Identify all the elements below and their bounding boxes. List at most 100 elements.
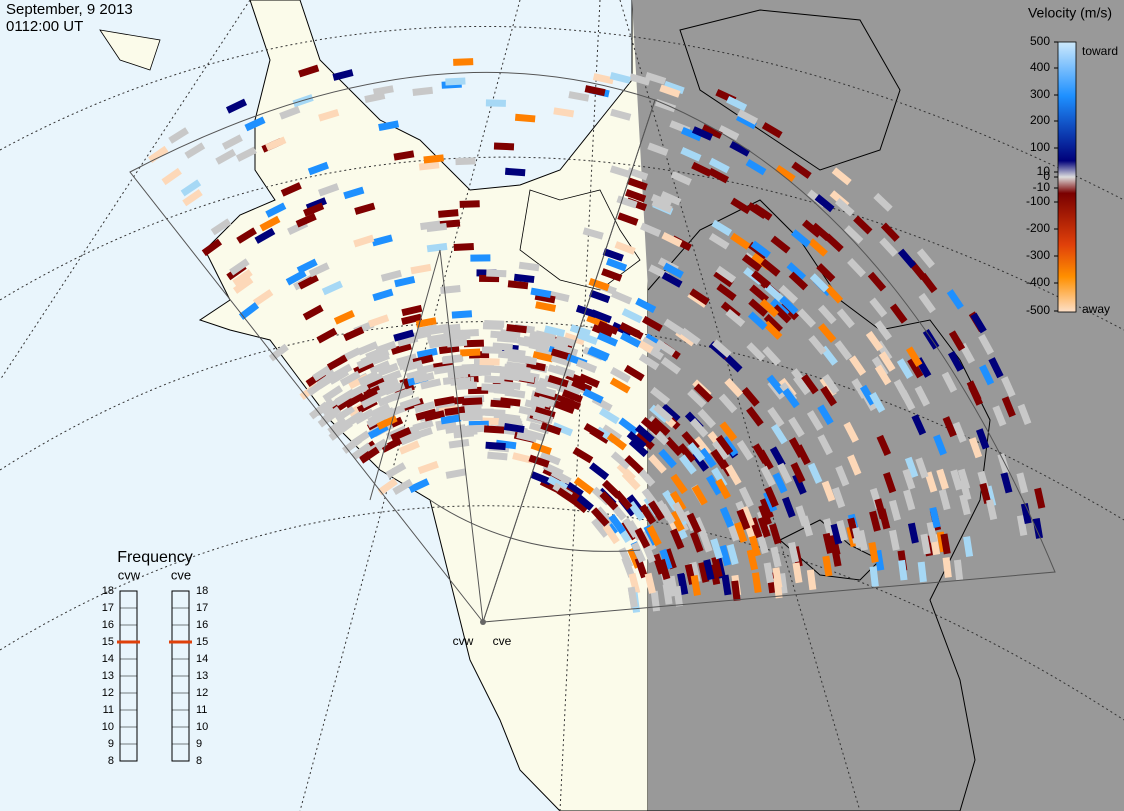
frequency-tick-label: 16 (102, 619, 114, 631)
radar-cell (737, 109, 759, 125)
radar-cell (401, 313, 423, 326)
radar-cell (817, 434, 833, 456)
radar-cell (343, 186, 365, 200)
radar-cell (772, 304, 792, 324)
radar-cell (638, 353, 660, 371)
radar-cell (516, 431, 538, 443)
radar-cell (903, 489, 916, 511)
radar-cell (390, 426, 412, 442)
station-label: cvw (453, 634, 474, 648)
radar-cell (686, 512, 702, 534)
radar-cell (307, 161, 329, 176)
radar-cell (610, 451, 631, 470)
radar-cell (770, 423, 788, 445)
radar-cell (577, 331, 599, 345)
radar-cell (406, 368, 428, 381)
radar-cell (750, 240, 771, 259)
radar-cell (835, 465, 850, 487)
radar-cell (609, 377, 631, 394)
radar-cell (664, 436, 684, 457)
radar-cell (528, 454, 550, 468)
radar-cell (364, 377, 386, 393)
radar-cell (605, 257, 628, 272)
colorbar-title: Velocity (m/s) (1028, 5, 1112, 21)
radar-cell (710, 538, 723, 560)
radar-cell (770, 546, 782, 568)
radar-cell (318, 108, 340, 122)
radar-cell (595, 506, 614, 527)
radar-cell (661, 232, 683, 248)
radar-cell (601, 479, 622, 499)
radar-cell (485, 99, 506, 107)
radar-cell (808, 335, 827, 355)
meridian (0, 0, 251, 381)
radar-cell (369, 360, 391, 375)
radar-cell (1020, 503, 1032, 524)
radar-cell (559, 396, 582, 411)
radar-cell (371, 234, 393, 247)
radar-cell (553, 107, 575, 118)
radar-cell (940, 533, 951, 555)
radar-name: cvw (118, 567, 141, 582)
radar-cell (844, 225, 864, 245)
radar-cell (975, 428, 990, 450)
radar-cell (635, 431, 655, 450)
radar-cell (602, 248, 624, 262)
radar-cell (491, 365, 512, 375)
radar-cell (763, 562, 774, 584)
radar-cell (626, 177, 648, 191)
radar-cell (456, 381, 478, 390)
radar-cell (616, 195, 638, 209)
radar-cell (869, 391, 886, 413)
radar-cell (259, 215, 281, 232)
radar-cell (968, 437, 983, 459)
radar-cell (377, 478, 398, 496)
radar-cell (938, 489, 951, 511)
radar-cell (777, 462, 793, 484)
radar-cell (874, 320, 893, 341)
radar-cell (530, 471, 552, 486)
radar-cell (254, 227, 276, 244)
radar-cell (631, 541, 646, 563)
radar-cell (353, 234, 375, 248)
radar-cell (946, 289, 964, 310)
radar-cell (822, 555, 833, 577)
radar-cell (618, 417, 639, 436)
radar-cell (617, 212, 639, 226)
radar-cell (485, 441, 506, 451)
radar-cell (296, 258, 318, 274)
radar-cell (221, 134, 243, 150)
radar-cell (896, 358, 914, 379)
radar-cell (644, 572, 656, 594)
radar-cell (831, 487, 846, 509)
radar-cell (550, 354, 572, 367)
colorbar-away: away (1082, 302, 1110, 316)
radar-cell (413, 372, 435, 384)
radar-cell (756, 532, 769, 554)
radar-cell (745, 158, 767, 176)
radar-cell (869, 566, 879, 587)
radar-cell (399, 396, 421, 410)
radar-cell (435, 420, 457, 431)
radar-cell (807, 462, 823, 484)
radar-cell (941, 371, 958, 393)
radar-cell (532, 351, 554, 363)
radar-cell (555, 334, 577, 348)
radar-cell (959, 479, 972, 501)
radar-cell (779, 301, 799, 321)
radar-cell (772, 472, 788, 494)
radar-cell (948, 330, 966, 352)
radar-cell (738, 486, 754, 508)
radar-cell (507, 354, 529, 364)
frequency-tick-label: 13 (196, 670, 208, 682)
radar-cell (691, 126, 714, 141)
radar-cell (818, 323, 837, 343)
radar-cell (712, 439, 730, 461)
radar-cell (470, 254, 491, 262)
radar-cell (916, 248, 935, 269)
radar-cell (746, 342, 766, 362)
radar-cell (868, 541, 879, 563)
radar-cell (788, 416, 805, 438)
radar-cell (874, 364, 892, 386)
radar-cell (718, 125, 740, 141)
